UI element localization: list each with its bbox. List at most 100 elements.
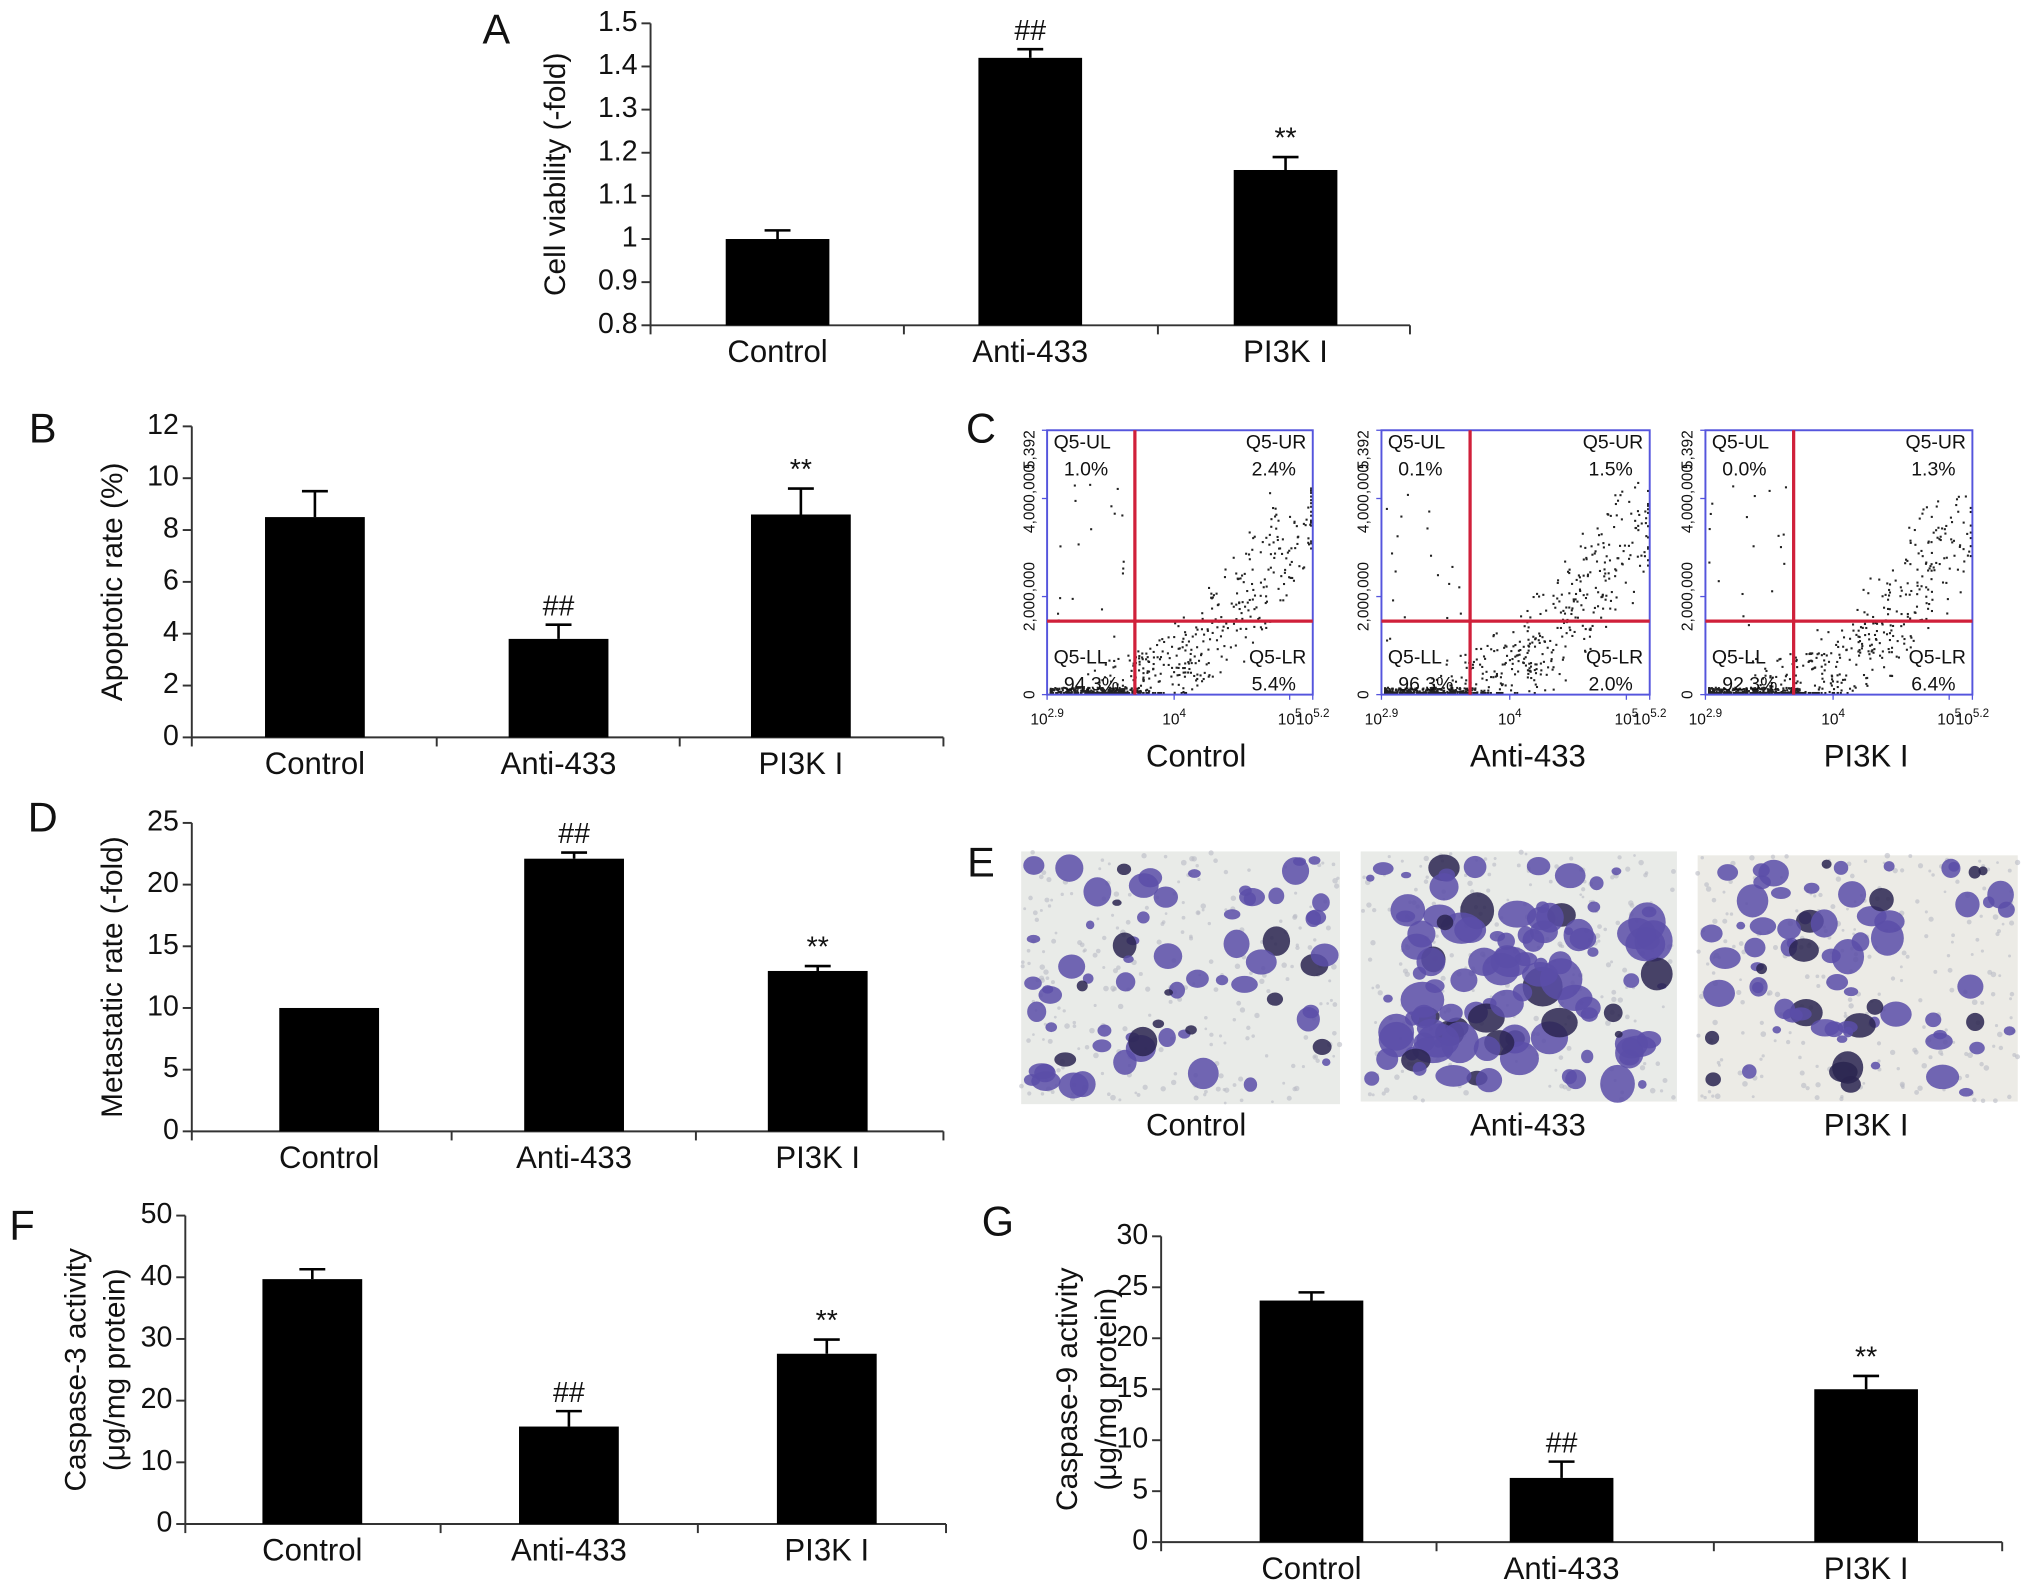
tick-base: 10	[1937, 712, 1955, 729]
stained-cell	[1038, 986, 1063, 1004]
event-dot	[1900, 589, 1903, 592]
pore-speck	[1020, 960, 1025, 964]
event-dot	[1517, 670, 1520, 673]
event-dot	[1518, 640, 1521, 643]
stained-cell	[1569, 927, 1597, 950]
event-dot	[1154, 674, 1157, 677]
event-dot	[1280, 575, 1283, 578]
event-dot	[1116, 487, 1119, 490]
event-dot	[1526, 609, 1529, 613]
event-dot	[1142, 672, 1145, 675]
event-dot	[1190, 662, 1193, 665]
pore-speck	[1056, 1068, 1061, 1073]
event-dot	[1969, 555, 1972, 558]
tick-exponent: 5.2	[1973, 707, 1989, 720]
event-cloud	[1708, 485, 1972, 695]
event-dot	[1928, 567, 1931, 570]
pore-speck	[1918, 998, 1923, 1003]
event-dot	[1465, 666, 1468, 669]
event-dot	[1885, 633, 1889, 636]
event-dot	[1420, 691, 1423, 694]
pore-speck	[1998, 1045, 2004, 1051]
event-dot	[1561, 658, 1564, 661]
event-dot	[1552, 602, 1555, 605]
event-dot	[1171, 666, 1174, 669]
event-dot	[1137, 686, 1140, 690]
event-dot	[1636, 510, 1639, 513]
event-dot	[1850, 647, 1853, 650]
event-dot	[1575, 578, 1578, 581]
event-dot	[1302, 522, 1305, 525]
pore-speck	[1307, 945, 1313, 950]
pore-speck	[1440, 975, 1446, 981]
event-dot	[1783, 679, 1786, 682]
event-dot	[1582, 594, 1585, 597]
event-dot	[1108, 689, 1111, 692]
event-dot	[1162, 663, 1165, 666]
event-dot	[1391, 687, 1394, 690]
tick-base: 10	[1162, 712, 1180, 729]
event-dot	[1438, 691, 1442, 695]
event-dot	[1833, 691, 1836, 695]
pore-speck	[1032, 910, 1038, 916]
pore-speck	[1230, 895, 1237, 901]
stained-cell	[1223, 929, 1250, 959]
pore-speck	[1069, 892, 1074, 896]
event-dot	[1248, 531, 1251, 534]
event-dot	[1534, 663, 1537, 666]
event-dot	[1065, 691, 1068, 695]
event-dot	[1429, 687, 1432, 690]
event-dot	[1424, 689, 1427, 692]
event-dot	[1841, 678, 1845, 681]
event-dot	[1724, 691, 1727, 695]
event-dot	[1221, 629, 1224, 632]
x-tick-label: 105.2	[1633, 707, 1667, 729]
stained-cell	[1128, 1026, 1158, 1057]
event-dot	[1514, 644, 1517, 647]
event-dot	[1464, 653, 1467, 656]
event-dot	[1452, 691, 1455, 695]
event-dot	[1490, 676, 1493, 679]
pore-speck	[1400, 1069, 1405, 1074]
pore-speck	[1559, 1083, 1565, 1089]
event-dot	[1404, 687, 1407, 690]
event-dot	[1077, 691, 1080, 695]
pore-speck	[1100, 858, 1105, 862]
event-dot	[1946, 612, 1949, 615]
stained-cell	[1614, 1030, 1623, 1038]
event-dot	[1887, 613, 1890, 616]
event-dot	[1943, 528, 1946, 531]
event-dot	[1795, 687, 1798, 691]
pore-speck	[1494, 922, 1499, 927]
event-dot	[1787, 687, 1790, 690]
event-dot	[1138, 669, 1141, 672]
y-tick-label: 30	[1116, 1219, 1148, 1251]
event-dot	[1939, 535, 1942, 538]
event-dot	[1888, 591, 1892, 594]
event-dot	[1810, 659, 1813, 662]
event-dot	[1129, 688, 1132, 691]
event-dot	[1268, 543, 1271, 546]
pore-speck	[1696, 949, 1701, 954]
event-dot	[1914, 543, 1917, 546]
event-dot	[1574, 616, 1577, 619]
event-dot	[1805, 653, 1808, 656]
event-dot	[1582, 608, 1585, 611]
event-dot	[1586, 575, 1589, 578]
pore-speck	[2007, 868, 2012, 873]
event-dot	[1807, 660, 1810, 664]
event-dot	[1054, 687, 1057, 690]
event-dot	[1875, 629, 1878, 633]
event-dot	[1858, 640, 1862, 643]
stained-cell	[1152, 1019, 1165, 1029]
pore-speck	[1051, 938, 1057, 944]
y-tick-label: 50	[141, 1198, 173, 1230]
event-dot	[1634, 519, 1637, 522]
event-dot	[1310, 502, 1313, 505]
pore-speck	[1168, 999, 1173, 1004]
event-dot	[1123, 688, 1126, 691]
event-dot	[1112, 689, 1115, 692]
event-dot	[1459, 691, 1462, 695]
event-dot	[1394, 691, 1397, 694]
pore-speck	[1286, 1095, 1292, 1101]
